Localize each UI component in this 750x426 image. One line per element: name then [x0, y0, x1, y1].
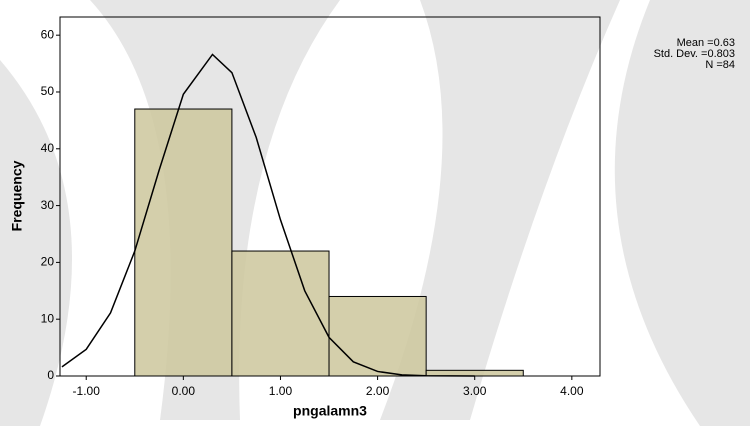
- y-tick-label: 50: [41, 84, 55, 98]
- y-axis-label: Frequency: [9, 160, 25, 231]
- y-tick-label: 60: [41, 27, 55, 41]
- stats-text: Std. Dev. =0.803: [654, 48, 735, 60]
- bar: [134, 108, 233, 377]
- y-tick-label: 10: [41, 311, 55, 325]
- bar: [425, 369, 524, 377]
- normal-curve: [61, 53, 475, 377]
- y-tick-label: 40: [41, 141, 55, 155]
- bar: [231, 250, 330, 377]
- stats-text: N =84: [705, 59, 735, 71]
- stats-text: Mean =0.63: [677, 37, 735, 49]
- y-tick-label: 30: [41, 198, 55, 212]
- x-tick-label: 1.00: [269, 384, 293, 398]
- x-tick-label: 2.00: [366, 384, 390, 398]
- bar: [328, 295, 427, 377]
- x-axis-label: pngalamn3: [293, 403, 367, 419]
- x-tick-label: 4.00: [560, 384, 584, 398]
- x-tick-label: -1.00: [73, 384, 101, 398]
- y-tick-label: 0: [47, 368, 54, 382]
- y-tick-label: 20: [41, 255, 55, 269]
- x-tick-label: 3.00: [463, 384, 487, 398]
- x-tick-label: 0.00: [172, 384, 196, 398]
